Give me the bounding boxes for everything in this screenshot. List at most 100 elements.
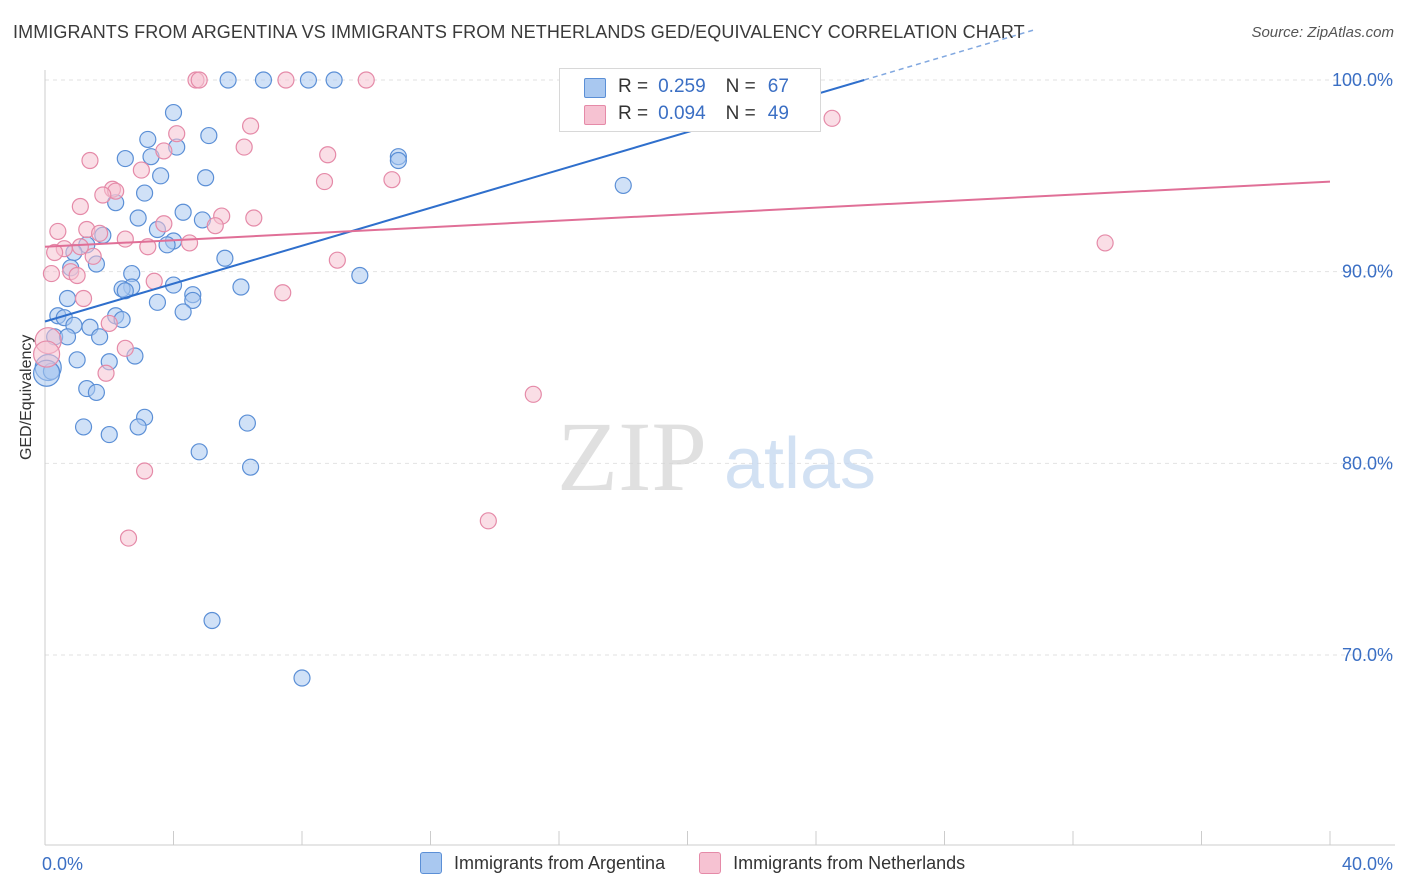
data-point <box>119 529 138 547</box>
tick-labels: 70.0% 80.0% 90.0% 100.0% 0.0% 40.0% <box>42 70 1393 874</box>
data-point <box>614 176 632 195</box>
data-point <box>116 339 134 357</box>
data-point <box>1096 234 1114 252</box>
data-point <box>389 151 407 170</box>
y-tick-label: 80.0% <box>1342 453 1393 473</box>
data-point <box>242 458 260 476</box>
data-point <box>197 169 215 187</box>
data-point <box>84 247 102 265</box>
data-point <box>184 291 202 310</box>
data-point <box>216 249 234 267</box>
watermark: ZIP atlas <box>557 401 876 512</box>
y-tick-label: 90.0% <box>1342 262 1393 282</box>
legend-label-netherlands: Immigrants from Netherlands <box>733 852 966 873</box>
legend-n-label: N = <box>725 76 756 97</box>
data-point <box>823 109 841 127</box>
watermark-atlas: atlas <box>724 424 876 504</box>
data-point <box>135 462 154 480</box>
data-point <box>235 138 253 156</box>
data-point <box>58 328 77 346</box>
legend-row-netherlands: R = 0.094 N = 49 <box>584 102 789 126</box>
data-point <box>68 351 86 369</box>
y-tick-label: 70.0% <box>1342 645 1393 665</box>
data-point <box>190 443 208 461</box>
data-point <box>91 328 109 346</box>
series-legend: Immigrants from Argentina Immigrants fro… <box>420 852 999 874</box>
x-tick-label: 0.0% <box>42 854 83 874</box>
data-point <box>190 71 208 89</box>
data-point <box>74 289 93 308</box>
legend-swatch-blue <box>420 852 442 874</box>
data-point <box>242 117 260 135</box>
legend-row-argentina: R = 0.259 N = 67 <box>584 75 789 99</box>
y-axis-label: GED/Equivalency <box>18 334 35 460</box>
data-point <box>58 289 77 308</box>
legend-r-label: R = <box>618 76 649 97</box>
data-point <box>148 293 167 311</box>
legend-r-value: 0.259 <box>658 76 706 97</box>
data-point <box>87 383 106 402</box>
data-point <box>232 278 250 296</box>
data-point <box>42 264 61 283</box>
legend-swatch-pink <box>699 852 722 874</box>
x-tick-label: 40.0% <box>1342 854 1393 874</box>
series-argentina <box>33 71 632 687</box>
data-point <box>116 149 134 168</box>
data-point <box>245 209 263 227</box>
data-point <box>357 71 375 89</box>
axes <box>44 70 1395 846</box>
data-point <box>139 130 157 149</box>
legend-item-argentina[interactable]: Immigrants from Argentina <box>420 852 665 874</box>
data-point <box>91 224 109 242</box>
trend-line <box>44 180 1331 248</box>
legend-swatch-blue <box>584 78 606 98</box>
data-point <box>315 172 334 191</box>
data-point <box>238 414 256 432</box>
data-point <box>219 71 237 89</box>
data-point <box>325 71 343 89</box>
source-label: Source: ZipAtlas.com <box>1251 24 1394 41</box>
data-point <box>152 167 170 185</box>
data-point <box>277 71 295 89</box>
legend-n-value: 49 <box>767 103 789 124</box>
data-point <box>100 425 118 444</box>
data-point <box>174 203 192 221</box>
data-point <box>174 303 192 321</box>
data-point <box>299 71 318 89</box>
data-point <box>129 209 147 227</box>
data-point <box>180 234 199 252</box>
data-point <box>328 251 346 269</box>
grid-lines <box>45 79 1395 656</box>
data-point <box>155 215 173 233</box>
correlation-legend: R = 0.259 N = 67 R = 0.094 N = 49 <box>559 68 821 132</box>
data-point <box>206 217 224 235</box>
data-point <box>33 340 61 368</box>
data-point <box>97 364 115 382</box>
data-point <box>116 230 134 248</box>
data-point <box>74 418 93 436</box>
data-point <box>319 146 337 164</box>
data-point <box>164 103 183 122</box>
data-point <box>46 243 64 262</box>
data-point <box>155 142 173 160</box>
data-point <box>524 385 542 403</box>
legend-n-value: 67 <box>767 76 789 97</box>
data-point <box>274 284 292 302</box>
y-tick-label: 100.0% <box>1332 70 1393 90</box>
data-point <box>168 125 186 143</box>
data-point <box>71 197 89 216</box>
data-point <box>254 71 273 89</box>
data-point <box>139 238 157 256</box>
data-point <box>49 222 67 241</box>
legend-n-label: N = <box>725 103 756 124</box>
legend-item-netherlands[interactable]: Immigrants from Netherlands <box>699 852 965 874</box>
legend-label-argentina: Immigrants from Argentina <box>454 852 666 873</box>
data-point <box>200 126 218 145</box>
data-point <box>158 236 176 254</box>
watermark-zip: ZIP <box>557 401 707 512</box>
data-point <box>129 418 147 436</box>
series-netherlands <box>33 71 1114 547</box>
data-point <box>81 151 99 170</box>
data-point <box>479 512 497 530</box>
